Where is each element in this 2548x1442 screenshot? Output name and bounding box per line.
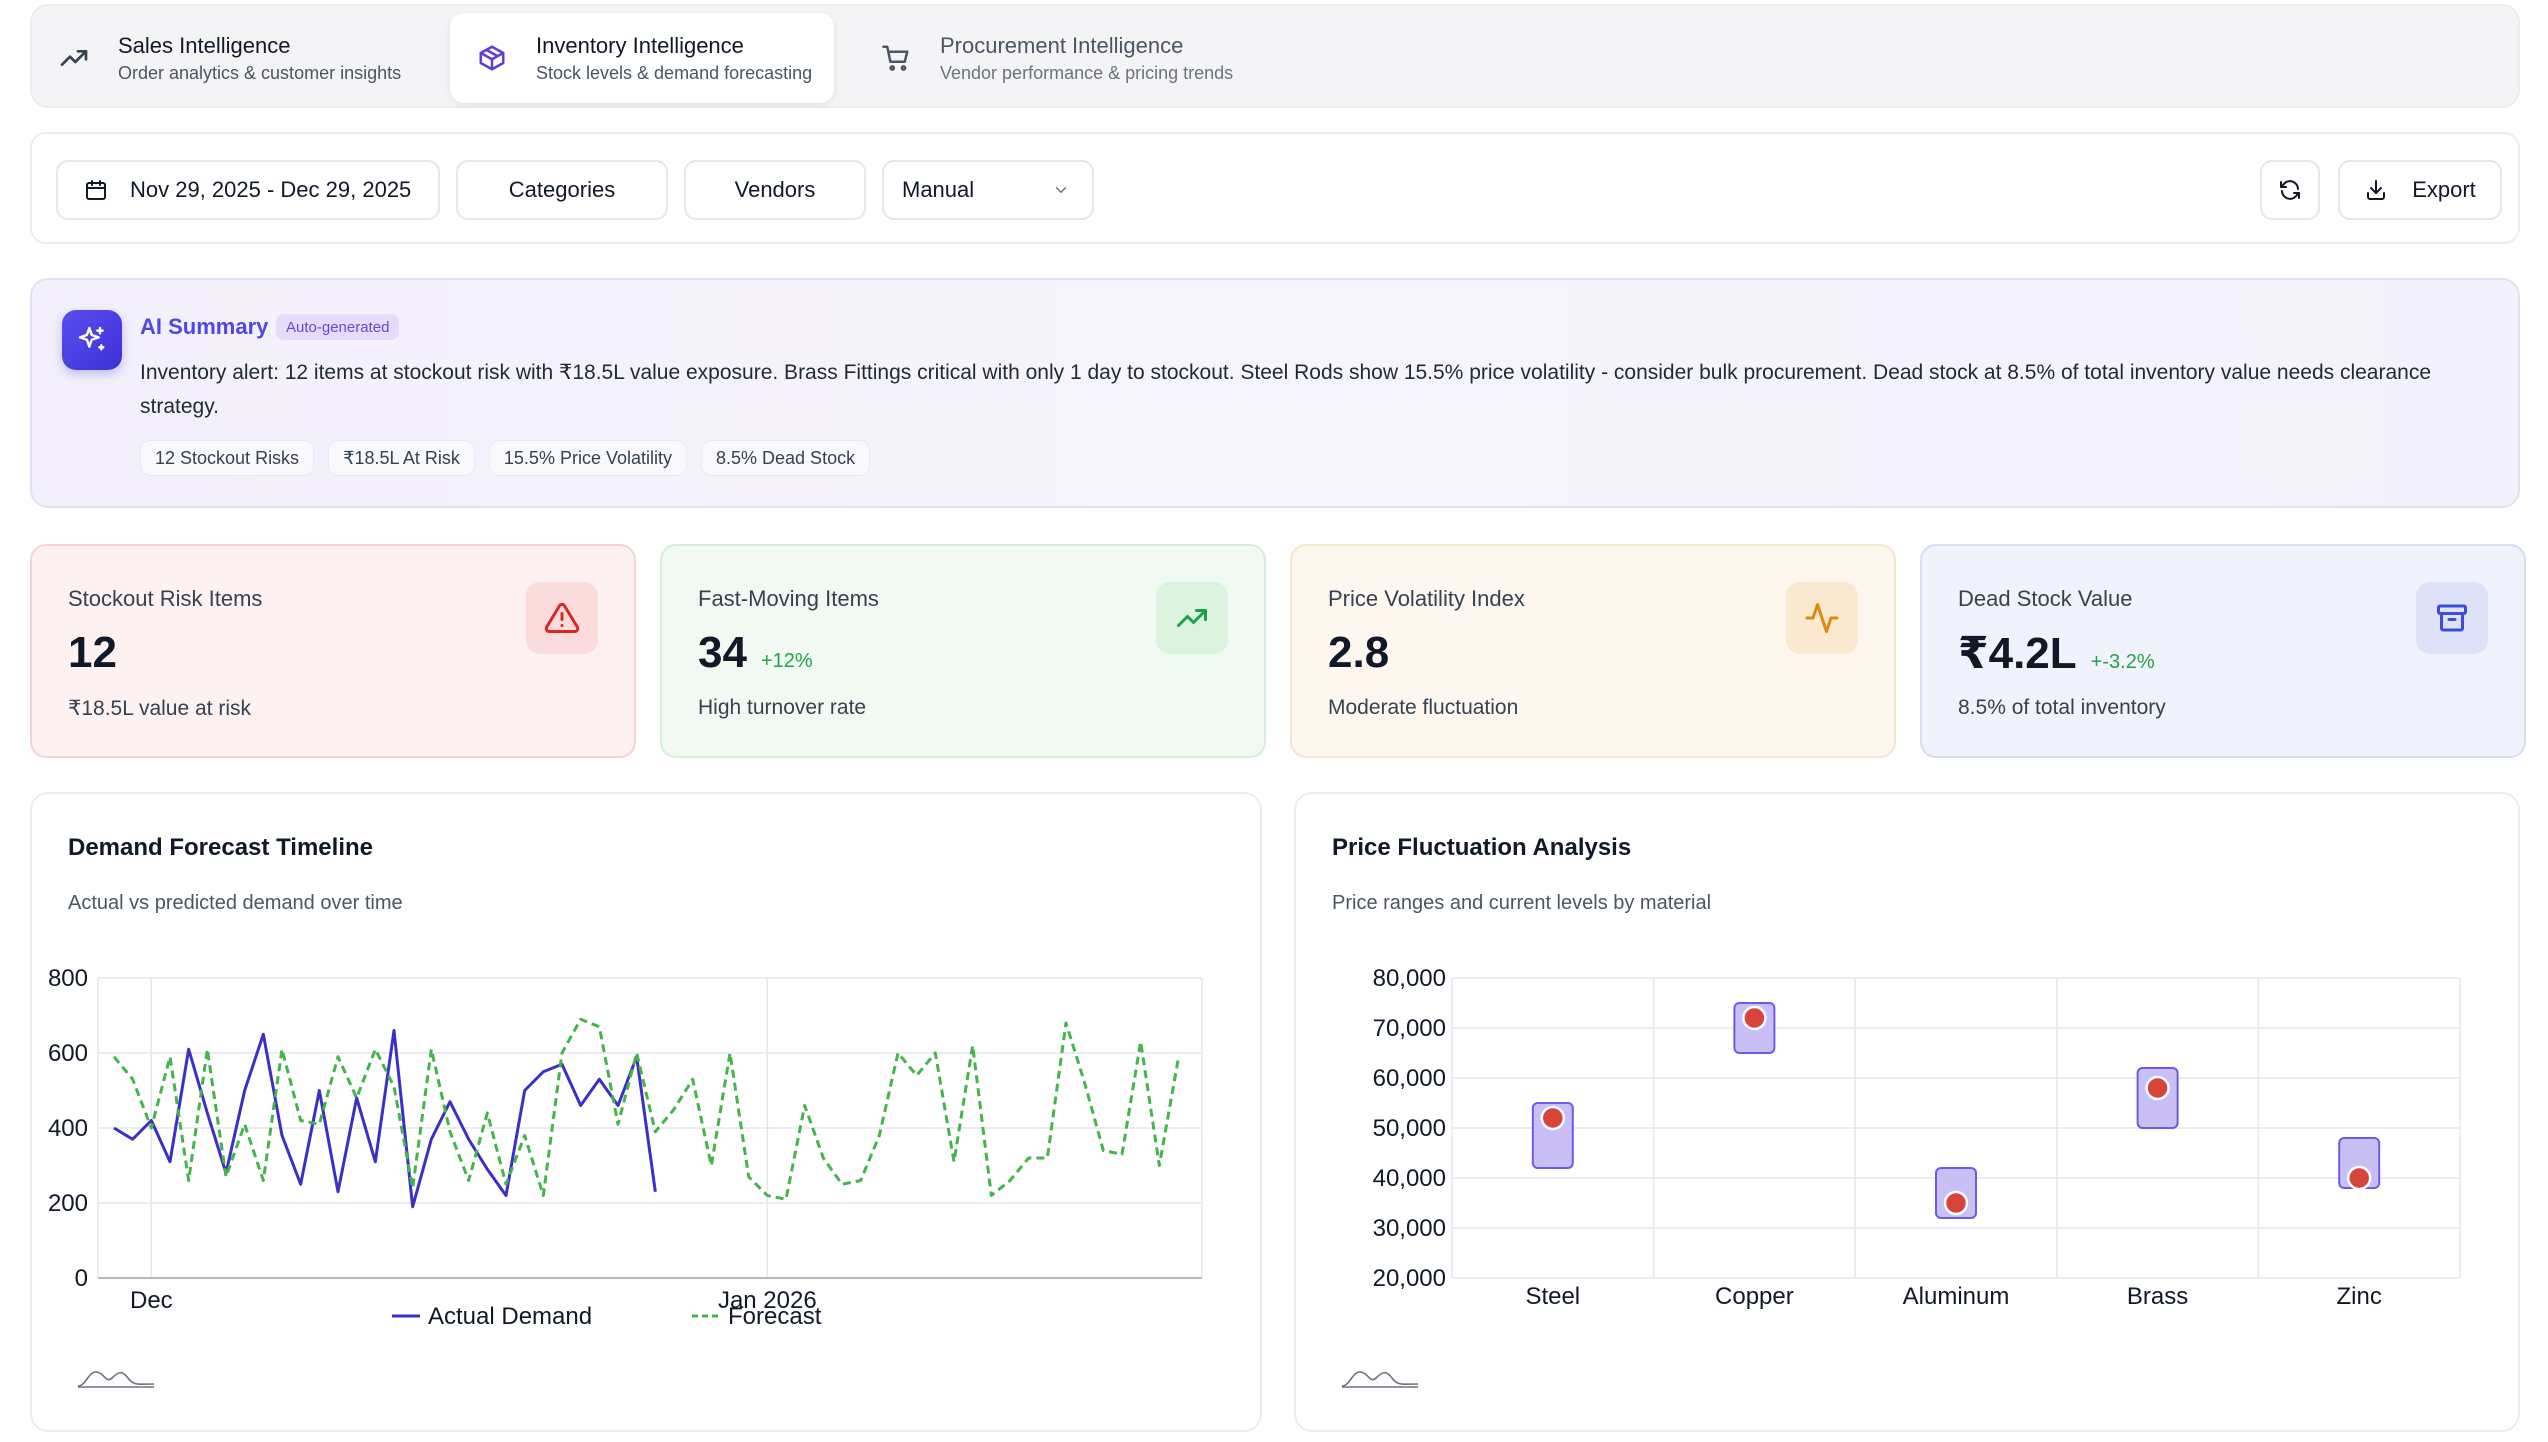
kpi-label: Fast-Moving Items xyxy=(698,586,879,611)
archive-icon xyxy=(2416,582,2488,654)
tab-subtitle: Order analytics & customer insights xyxy=(118,62,402,83)
filter-bar: Nov 29, 2025 - Dec 29, 2025 Categories V… xyxy=(30,132,2520,244)
activity-icon xyxy=(1786,582,1858,654)
kpi-subtext: ₹18.5L value at risk xyxy=(68,697,252,720)
categories-filter-button[interactable]: Categories xyxy=(456,160,668,220)
y-tick-label: 80,000 xyxy=(1373,965,1446,992)
x-tick-label: Dec xyxy=(130,1287,173,1314)
summary-chips: 12 Stockout Risks ₹18.5L At Risk 15.5% P… xyxy=(140,440,871,476)
mode-select[interactable]: Manual xyxy=(882,160,1094,220)
category-label: Aluminum xyxy=(1903,1283,2010,1310)
panel-subtitle: Actual vs predicted demand over time xyxy=(68,892,403,914)
y-tick-label: 50,000 xyxy=(1373,1115,1446,1142)
date-range-label: Nov 29, 2025 - Dec 29, 2025 xyxy=(130,177,412,202)
ai-summary-title: AI Summary xyxy=(140,314,269,339)
export-button[interactable]: Export xyxy=(2338,160,2502,220)
kpi-delta: +12% xyxy=(760,650,813,672)
tab-title: Sales Intelligence xyxy=(118,32,291,58)
series-line-forecast xyxy=(112,1017,1180,1201)
download-icon xyxy=(2364,178,2388,202)
trend-up-icon xyxy=(1156,582,1228,654)
price-fluctuation-chart: 20,000 30,000 40,000 50,000 60,000 70,000 80,0… xyxy=(1373,965,2461,1310)
tab-title: Inventory Intelligence xyxy=(536,32,744,58)
current-price-dot xyxy=(1742,1005,1767,1031)
demand-forecast-panel: Demand Forecast Timeline Actual vs predi… xyxy=(30,792,1262,1432)
kpi-delta: +-3.2% xyxy=(2090,651,2155,673)
y-tick-label: 400 xyxy=(48,1115,88,1142)
y-tick-label: 200 xyxy=(48,1190,88,1217)
y-tick-label: 800 xyxy=(48,965,88,992)
mode-select-value: Manual xyxy=(902,177,975,202)
summary-chip: 12 Stockout Risks xyxy=(140,440,315,476)
price-fluctuation-panel: Price Fluctuation Analysis Price ranges … xyxy=(1294,792,2520,1432)
kpi-subtext: High turnover rate xyxy=(698,696,867,719)
refresh-button[interactable] xyxy=(2260,160,2320,220)
y-tick-label: 0 xyxy=(75,1265,88,1292)
module-tabs: Sales Intelligence Order analytics & cus… xyxy=(30,4,2520,108)
ai-summary-card: AI Summary Auto-generated Inventory aler… xyxy=(30,278,2520,508)
ai-summary-text: Inventory alert: 12 items at stockout ri… xyxy=(140,361,2432,418)
panel-subtitle: Price ranges and current levels by mater… xyxy=(1332,892,1712,914)
kpi-label: Stockout Risk Items xyxy=(68,586,263,611)
vendors-filter-button[interactable]: Vendors xyxy=(684,160,866,220)
kpi-value: 12 xyxy=(68,628,117,677)
demand-forecast-chart: 0 200 400 600 800 Dec Jan 2026 Actual Demand For… xyxy=(48,965,1203,1330)
current-price-dot xyxy=(1540,1105,1566,1131)
kpi-subtext: Moderate fluctuation xyxy=(1328,696,1519,719)
tab-sales-intelligence[interactable]: Sales Intelligence Order analytics & cus… xyxy=(32,13,432,103)
auto-generated-badge: Auto-generated xyxy=(276,314,400,340)
category-label: Zinc xyxy=(2337,1283,2382,1310)
series-line-actual-demand xyxy=(113,1029,657,1209)
panel-title: Price Fluctuation Analysis xyxy=(1332,834,1632,861)
y-tick-label: 20,000 xyxy=(1373,1265,1446,1292)
current-price-dot xyxy=(2346,1165,2372,1191)
category-label: Copper xyxy=(1715,1283,1794,1310)
legend-label: Forecast xyxy=(728,1303,822,1330)
tab-inventory-intelligence[interactable]: Inventory Intelligence Stock levels & de… xyxy=(450,13,834,103)
vendors-label: Vendors xyxy=(734,177,816,202)
categories-label: Categories xyxy=(508,177,616,202)
kpi-card-fast-moving: Fast-Moving Items 34 +12% High turnover r… xyxy=(660,544,1266,758)
current-price-dot xyxy=(2145,1075,2170,1101)
legend-label: Actual Demand xyxy=(428,1303,592,1330)
date-range-picker[interactable]: Nov 29, 2025 - Dec 29, 2025 xyxy=(56,160,440,220)
category-label: Steel xyxy=(1525,1283,1580,1310)
kpi-label: Dead Stock Value xyxy=(1958,586,2133,611)
package-icon xyxy=(472,38,512,78)
y-tick-label: 70,000 xyxy=(1373,1015,1446,1042)
tab-procurement-intelligence[interactable]: Procurement Intelligence Vendor performa… xyxy=(854,13,1294,103)
tab-subtitle: Stock levels & demand forecasting xyxy=(536,62,813,83)
current-price-dot xyxy=(1943,1190,1969,1216)
kpi-card-stockout-risk: Stockout Risk Items 12 ₹18.5L value at r… xyxy=(30,544,636,758)
summary-chip: 15.5% Price Volatility xyxy=(488,440,687,476)
category-label: Brass xyxy=(2127,1283,2188,1310)
summary-chip: ₹18.5L At Risk xyxy=(328,440,475,476)
y-tick-label: 30,000 xyxy=(1373,1215,1446,1242)
y-tick-label: 40,000 xyxy=(1373,1165,1446,1192)
export-label: Export xyxy=(2412,177,2476,202)
sparkles-icon xyxy=(62,310,122,370)
tab-subtitle: Vendor performance & pricing trends xyxy=(940,62,1234,83)
tab-title: Procurement Intelligence xyxy=(940,32,1184,58)
trend-up-icon xyxy=(54,38,94,78)
kpi-value: ₹4.2L xyxy=(1958,629,2077,678)
alert-triangle-icon xyxy=(526,582,598,654)
kpi-value: 34 xyxy=(698,628,747,677)
y-tick-label: 600 xyxy=(48,1040,88,1067)
panel-title: Demand Forecast Timeline xyxy=(68,834,373,861)
cart-icon xyxy=(876,38,916,78)
calendar-icon xyxy=(84,178,108,202)
kpi-label: Price Volatility Index xyxy=(1328,586,1525,611)
chevron-down-icon xyxy=(1052,181,1070,199)
chart-watermark-icon xyxy=(1340,1366,1420,1395)
kpi-card-dead-stock: Dead Stock Value ₹4.2L +-3.2% 8.5% of tot… xyxy=(1920,544,2526,758)
kpi-subtext: 8.5% of total inventory xyxy=(1958,696,2166,719)
kpi-value: 2.8 xyxy=(1328,628,1390,677)
kpi-card-price-volatility: Price Volatility Index 2.8 Moderate fluc… xyxy=(1290,544,1896,758)
x-tick-label: Jan 2026 xyxy=(718,1287,817,1314)
summary-chip: 8.5% Dead Stock xyxy=(701,440,871,476)
chart-watermark-icon xyxy=(76,1366,156,1395)
y-tick-label: 60,000 xyxy=(1373,1065,1446,1092)
refresh-icon xyxy=(2278,178,2302,202)
